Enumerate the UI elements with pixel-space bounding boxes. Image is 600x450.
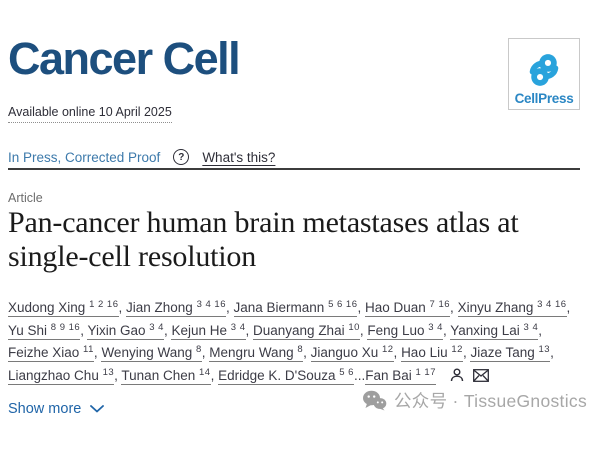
watermark: 公众号 · TissueGnostics bbox=[362, 388, 587, 413]
author-link[interactable]: Feng Luo 3 4, bbox=[367, 321, 451, 340]
whats-this-link[interactable]: What's this? bbox=[202, 149, 276, 165]
author-link[interactable]: Jian Zhong 3 4 16, bbox=[126, 299, 234, 317]
author-line: Xudong Xing 1 2 16, Jian Zhong 3 4 16, J… bbox=[8, 299, 598, 322]
author-link[interactable]: Yanxing Lai 3 4, bbox=[450, 321, 542, 340]
author-link[interactable]: Yu Shi 8 9 16, bbox=[8, 321, 88, 340]
corresponding-author-icons bbox=[445, 368, 489, 383]
author-link[interactable]: Edridge K. D'Souza 5 6... bbox=[218, 366, 366, 385]
author-link[interactable]: Jianguo Xu 12, bbox=[310, 344, 402, 362]
cellpress-logo[interactable]: CellPress bbox=[508, 38, 580, 110]
journal-title: Cancer Cell bbox=[8, 33, 241, 84]
available-online-date: Available online 10 April 2025 bbox=[8, 105, 172, 123]
author-link[interactable]: Xudong Xing 1 2 16, bbox=[8, 299, 127, 317]
show-more-button[interactable]: Show more bbox=[8, 401, 105, 417]
author-profile-icon[interactable] bbox=[450, 368, 464, 382]
author-link[interactable]: Xinyu Zhang 3 4 16, bbox=[457, 299, 571, 317]
watermark-text: 公众号 · TissueGnostics bbox=[393, 391, 587, 411]
help-question-icon[interactable]: ? bbox=[173, 149, 190, 165]
in-press-status-link[interactable]: In Press, Corrected Proof bbox=[8, 149, 161, 165]
author-link[interactable]: Wenying Wang 8, bbox=[101, 344, 210, 362]
author-link[interactable]: Fan Bai 1 17 bbox=[365, 366, 436, 385]
author-link[interactable]: Feizhe Xiao 11, bbox=[8, 344, 102, 362]
author-list: Xudong Xing 1 2 16, Jian Zhong 3 4 16, J… bbox=[8, 299, 598, 389]
author-link[interactable]: Hao Duan 7 16, bbox=[365, 299, 458, 317]
chevron-down-icon bbox=[90, 405, 105, 413]
author-line: Feizhe Xiao 11, Wenying Wang 8, Mengru W… bbox=[8, 344, 598, 367]
author-link[interactable]: Yixin Gao 3 4, bbox=[87, 321, 172, 340]
author-line: Yu Shi 8 9 16, Yixin Gao 3 4, Kejun He 3… bbox=[8, 322, 598, 345]
author-link[interactable]: Kejun He 3 4, bbox=[171, 321, 254, 340]
author-link[interactable]: Liangzhao Chu 13, bbox=[8, 366, 122, 385]
author-line: Liangzhao Chu 13, Tunan Chen 14, Edridge… bbox=[8, 367, 598, 390]
author-link[interactable]: Jiaze Tang 13, bbox=[470, 344, 554, 362]
author-link[interactable]: Duanyang Zhai 10, bbox=[253, 321, 368, 340]
author-link[interactable]: Tunan Chen 14, bbox=[121, 366, 219, 385]
email-author-icon[interactable] bbox=[472, 368, 489, 382]
cellpress-swirl-icon bbox=[529, 54, 559, 86]
wechat-icon bbox=[362, 390, 387, 411]
article-title: Pan-cancer human brain metastases atlas … bbox=[8, 206, 519, 273]
show-more-label: Show more bbox=[8, 401, 82, 417]
article-type-label: Article bbox=[8, 191, 43, 205]
divider-rule bbox=[8, 168, 580, 170]
author-link[interactable]: Jana Biermann 5 6 16, bbox=[233, 299, 365, 317]
status-bar: In Press, Corrected Proof ? What's this? bbox=[8, 149, 275, 165]
cellpress-logo-text: CellPress bbox=[514, 91, 574, 106]
author-link[interactable]: Mengru Wang 8, bbox=[209, 344, 311, 362]
author-link[interactable]: Hao Liu 12, bbox=[401, 344, 471, 362]
